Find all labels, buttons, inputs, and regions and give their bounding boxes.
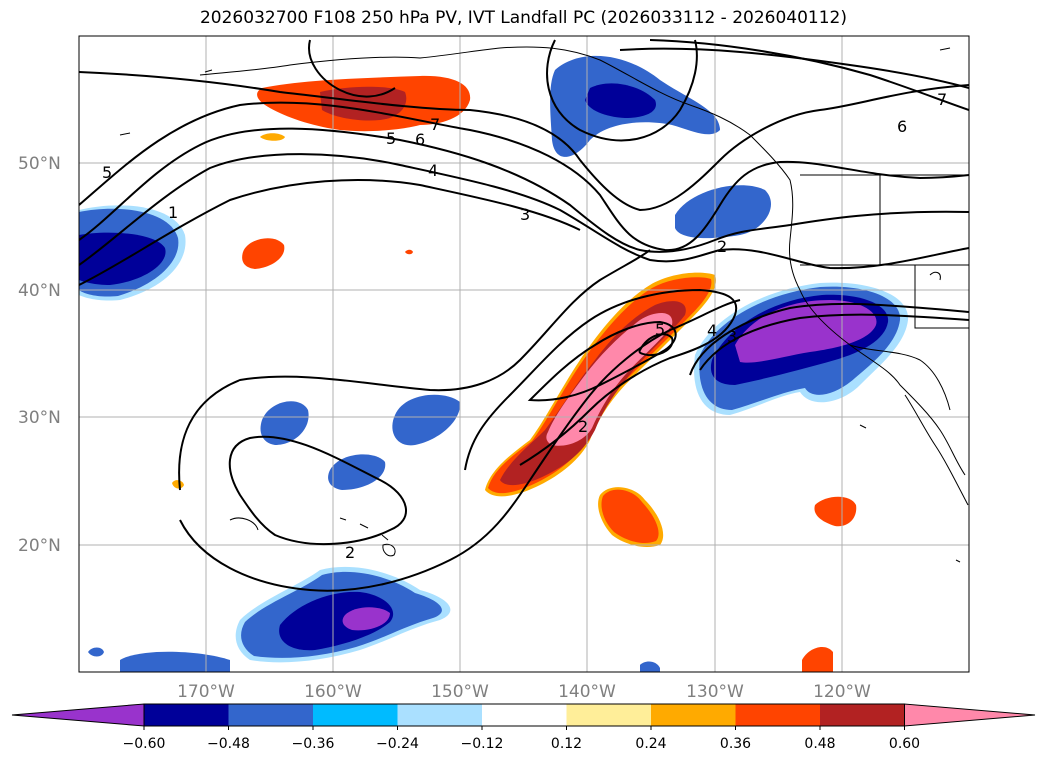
colorbar-segment — [144, 704, 229, 726]
neg-anomaly-nw-coast — [675, 185, 771, 239]
colorbar: −0.60 −0.48 −0.36 −0.24 −0.12 0.12 0.24 0.36 0.4… — [11, 703, 1036, 752]
neg-anomaly-small-s — [640, 661, 660, 672]
neg-anomaly-south-core — [279, 591, 394, 651]
colorbar-tick-label: 0.60 — [889, 736, 920, 752]
pos-anomaly-south-3 — [802, 646, 833, 672]
colorbar-arrow-left — [11, 703, 145, 727]
colorbar-tick-label: 0.12 — [551, 736, 582, 752]
lon-label: 150°W — [431, 682, 489, 702]
contour-label: 4 — [707, 321, 717, 340]
neg-anomaly-south-left — [120, 651, 230, 672]
pv-contours — [79, 39, 969, 592]
colorbar-segment — [482, 704, 567, 726]
lon-label: 170°W — [177, 682, 235, 702]
colorbar-tick-label: −0.12 — [461, 736, 504, 752]
colorbar-tick-label: 0.24 — [635, 736, 666, 752]
lon-label: 160°W — [304, 682, 362, 702]
colorbar-segment — [313, 704, 398, 726]
pos-anomaly-dot — [405, 249, 413, 255]
lon-label: 120°W — [813, 682, 871, 702]
colorbar-arrow-right — [904, 703, 1036, 727]
contour-label: 2 — [578, 417, 588, 436]
lat-label: 50°N — [18, 154, 61, 174]
contour-label: 6 — [415, 130, 425, 149]
lat-label: 40°N — [18, 281, 61, 301]
contour-label: 2 — [345, 543, 355, 562]
colorbar-segment — [397, 704, 483, 726]
colorbar-tick-label: −0.48 — [207, 736, 250, 752]
lat-label: 20°N — [18, 536, 61, 556]
pos-anomaly-mid-w — [242, 238, 285, 269]
map-title: 2026032700 F108 250 hPa PV, IVT Landfall… — [199, 8, 847, 28]
neg-anomaly-small-sw — [88, 647, 104, 657]
colorbar-tick-label: 0.36 — [720, 736, 751, 752]
colorbar-border — [143, 703, 905, 727]
contour-label: 2 — [717, 237, 727, 256]
colorbar-tick-label: −0.24 — [376, 736, 419, 752]
neg-anomaly-west-core — [79, 232, 166, 285]
neg-anomaly-hawaii-2 — [392, 394, 461, 446]
contour-label: 5 — [102, 163, 112, 182]
colorbar-segment — [735, 704, 821, 726]
colorbar-segment — [820, 704, 905, 726]
pos-anomaly-south-2 — [814, 496, 857, 527]
contour-label: 5 — [386, 129, 396, 148]
pos-anomaly-dot-w — [172, 480, 184, 489]
map-frame — [78, 35, 970, 673]
colorbar-tick-label: −0.60 — [123, 736, 166, 752]
colorbar-tick-label: −0.36 — [292, 736, 335, 752]
lon-labels: 170°W 160°W 150°W 140°W 130°W 120°W — [177, 682, 871, 702]
lon-label: 130°W — [686, 682, 744, 702]
neg-anomaly-north-core — [585, 83, 656, 118]
colorbar-tick-label: 0.48 — [804, 736, 835, 752]
pos-anomaly-north-small — [260, 133, 285, 141]
contour-label: 7 — [937, 90, 947, 109]
coastlines — [119, 46, 969, 563]
lat-labels: 50°N 40°N 30°N 20°N — [18, 154, 61, 556]
neg-anomaly-hawaii-1 — [260, 401, 309, 445]
contour-label: 6 — [897, 117, 907, 136]
colorbar-segment — [651, 704, 736, 726]
lon-label: 140°W — [558, 682, 616, 702]
colorbar-segment — [566, 704, 652, 726]
neg-anomaly-hawaii-3 — [328, 454, 386, 490]
contour-label: 5 — [655, 320, 665, 339]
contour-label: 3 — [520, 205, 530, 224]
colorbar-segment — [228, 704, 314, 726]
neg-anomaly-south-peak — [342, 607, 390, 631]
contour-labels: 5 1 5 6 7 4 3 2 2 7 6 2 5 4 3 2 — [102, 90, 947, 562]
contour-label: 7 — [430, 115, 440, 134]
contour-label: 4 — [428, 161, 438, 180]
contour-label: 1 — [168, 203, 178, 222]
contour-label: 3 — [727, 327, 737, 346]
pos-anomaly-south-1-core — [601, 489, 659, 543]
pos-anomaly-north-core — [320, 86, 407, 121]
lat-label: 30°N — [18, 408, 61, 428]
